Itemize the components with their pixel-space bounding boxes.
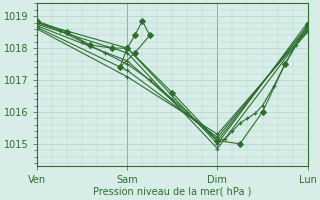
X-axis label: Pression niveau de la mer( hPa ): Pression niveau de la mer( hPa )	[93, 187, 252, 197]
